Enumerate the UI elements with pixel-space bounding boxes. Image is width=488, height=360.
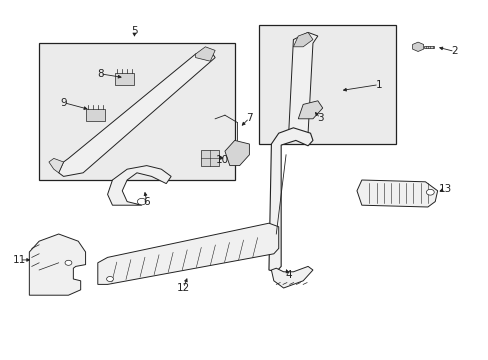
Circle shape	[137, 198, 146, 205]
Polygon shape	[98, 223, 278, 284]
Circle shape	[426, 189, 433, 195]
Polygon shape	[115, 73, 134, 85]
Polygon shape	[288, 32, 317, 140]
Polygon shape	[195, 47, 215, 61]
Text: 1: 1	[375, 80, 382, 90]
Text: 11: 11	[13, 255, 26, 265]
Text: 10: 10	[216, 155, 228, 165]
Polygon shape	[224, 140, 249, 166]
Text: 4: 4	[285, 270, 291, 280]
Text: 7: 7	[245, 113, 252, 123]
Text: 8: 8	[97, 69, 103, 79]
Polygon shape	[107, 166, 171, 205]
Text: 12: 12	[176, 283, 190, 293]
Bar	[39, 43, 234, 180]
Polygon shape	[271, 266, 312, 288]
Text: 13: 13	[437, 184, 451, 194]
Polygon shape	[59, 50, 215, 176]
Polygon shape	[201, 150, 219, 166]
Polygon shape	[424, 46, 433, 48]
Polygon shape	[293, 32, 312, 47]
Polygon shape	[29, 234, 85, 295]
Text: 3: 3	[316, 113, 323, 123]
Polygon shape	[298, 101, 322, 119]
Polygon shape	[268, 128, 312, 272]
Text: 2: 2	[450, 46, 457, 57]
Polygon shape	[412, 42, 423, 51]
Text: 5: 5	[131, 26, 138, 36]
Polygon shape	[356, 180, 437, 207]
Circle shape	[106, 276, 113, 282]
Text: 6: 6	[143, 197, 150, 207]
Polygon shape	[49, 158, 63, 173]
Circle shape	[65, 260, 72, 265]
Polygon shape	[85, 109, 105, 121]
Bar	[259, 25, 395, 144]
Text: 9: 9	[60, 98, 67, 108]
